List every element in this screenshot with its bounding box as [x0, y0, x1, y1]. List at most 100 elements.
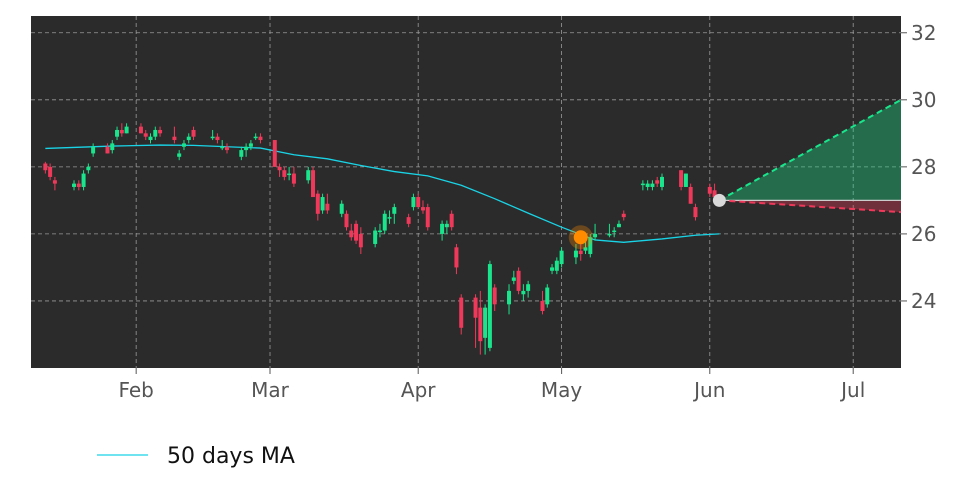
candle-body-down	[473, 297, 478, 318]
candle-body-up	[444, 223, 449, 228]
x-tick-label: Feb	[118, 378, 153, 402]
candle-body-up	[387, 217, 392, 219]
candle-body-up	[186, 136, 191, 141]
candle-body-down	[707, 186, 712, 194]
candle-body-up	[588, 237, 593, 255]
candle-body-up	[181, 143, 186, 147]
candle-body-down	[416, 197, 421, 208]
candle-body-down	[712, 190, 717, 198]
candle-body-down	[425, 207, 430, 228]
candle-body-down	[272, 140, 277, 167]
candle-body-up	[239, 150, 244, 157]
projection-layer	[718, 98, 902, 214]
candle-body-up	[320, 197, 325, 211]
candle-body-up	[521, 290, 526, 295]
candle-body-down	[449, 213, 454, 228]
candle-body-up	[411, 197, 416, 208]
candle-body-down	[454, 247, 459, 268]
candle-body-up	[153, 129, 158, 137]
candle-body-up	[526, 284, 531, 291]
candle-body-down	[358, 233, 363, 248]
candle-body-down	[344, 213, 349, 228]
ma-layer	[45, 144, 720, 243]
candle-body-down	[191, 129, 196, 137]
candle-body-up	[683, 173, 688, 187]
x-tick-label: Jun	[692, 378, 725, 402]
candle-body-down	[693, 207, 698, 218]
candle-body-down	[621, 213, 626, 218]
candle-body-up	[377, 230, 382, 233]
candle-body-up	[220, 146, 225, 149]
candle-body-down	[143, 133, 148, 137]
candle-body-down	[349, 230, 354, 238]
candle-body-up	[583, 247, 588, 251]
candle-body-down	[406, 217, 411, 224]
legend-ma-label: 50 days MA	[167, 444, 295, 469]
candle-body-up	[616, 223, 621, 228]
candle-body-down	[119, 129, 124, 134]
candle-body-up	[573, 250, 578, 258]
candle-body-up	[287, 173, 292, 176]
candle-body-down	[655, 180, 660, 184]
candle-body-up	[650, 183, 655, 187]
candle-body-up	[593, 233, 598, 238]
candle-body-up	[177, 153, 182, 157]
candle-body-up	[487, 264, 492, 348]
candle-body-down	[578, 250, 583, 255]
candle-body-up	[659, 176, 664, 187]
candle-body-up	[507, 290, 512, 305]
candle-body-down	[258, 136, 263, 141]
candle-body-up	[373, 230, 378, 244]
candle-body-up	[554, 260, 559, 271]
candle-body-up	[559, 250, 564, 265]
y-tick-label: 26	[911, 222, 936, 246]
candle-body-down	[311, 170, 316, 198]
candle-body-up	[253, 136, 258, 139]
projection-upper-line	[718, 98, 902, 202]
candle-body-up	[382, 213, 387, 231]
candle-body-down	[354, 223, 359, 241]
projection-lower-line	[719, 199, 902, 214]
candle-body-down	[48, 166, 53, 177]
candle-body-down	[459, 297, 464, 328]
candle-body-up	[244, 146, 249, 151]
candle-body-up	[511, 277, 516, 281]
candle-body-up	[612, 230, 617, 233]
candle-body-down	[478, 307, 483, 342]
candle-body-down	[688, 186, 693, 204]
candle-body-up	[81, 173, 86, 187]
y-tick-label: 30	[911, 88, 936, 112]
candle-body-up	[91, 146, 96, 154]
candle-body-up	[115, 129, 120, 137]
candle-body-up	[645, 183, 650, 187]
candle-body-down	[315, 193, 320, 214]
candle-body-down	[420, 207, 425, 211]
ma50-line	[45, 144, 720, 243]
signal-marker	[573, 230, 588, 245]
candle-body-down	[277, 166, 282, 171]
candle-body-down	[679, 170, 684, 187]
y-tick-label: 24	[911, 289, 936, 313]
candle-body-down	[282, 170, 287, 177]
x-tick-label: May	[541, 378, 583, 402]
candle-body-up	[339, 203, 344, 214]
candle-body-up	[607, 233, 612, 236]
candle-body-up	[148, 136, 153, 141]
x-tick-label: Mar	[251, 378, 290, 402]
candle-body-up	[124, 126, 129, 134]
x-tick-label: Jul	[839, 378, 865, 402]
candle-body-up	[392, 207, 397, 214]
candle-body-up	[440, 223, 445, 234]
candle-body-down	[215, 136, 220, 141]
candle-body-down	[158, 129, 163, 134]
candle-body-up	[640, 183, 645, 186]
candle-body-down	[76, 183, 81, 187]
y-tick-label: 28	[911, 155, 936, 179]
candle-body-up	[545, 287, 550, 305]
candle-layer	[43, 123, 722, 355]
legend: 50 days MA	[97, 444, 295, 469]
candle-body-down	[105, 146, 110, 154]
candle-body-up	[110, 143, 115, 151]
